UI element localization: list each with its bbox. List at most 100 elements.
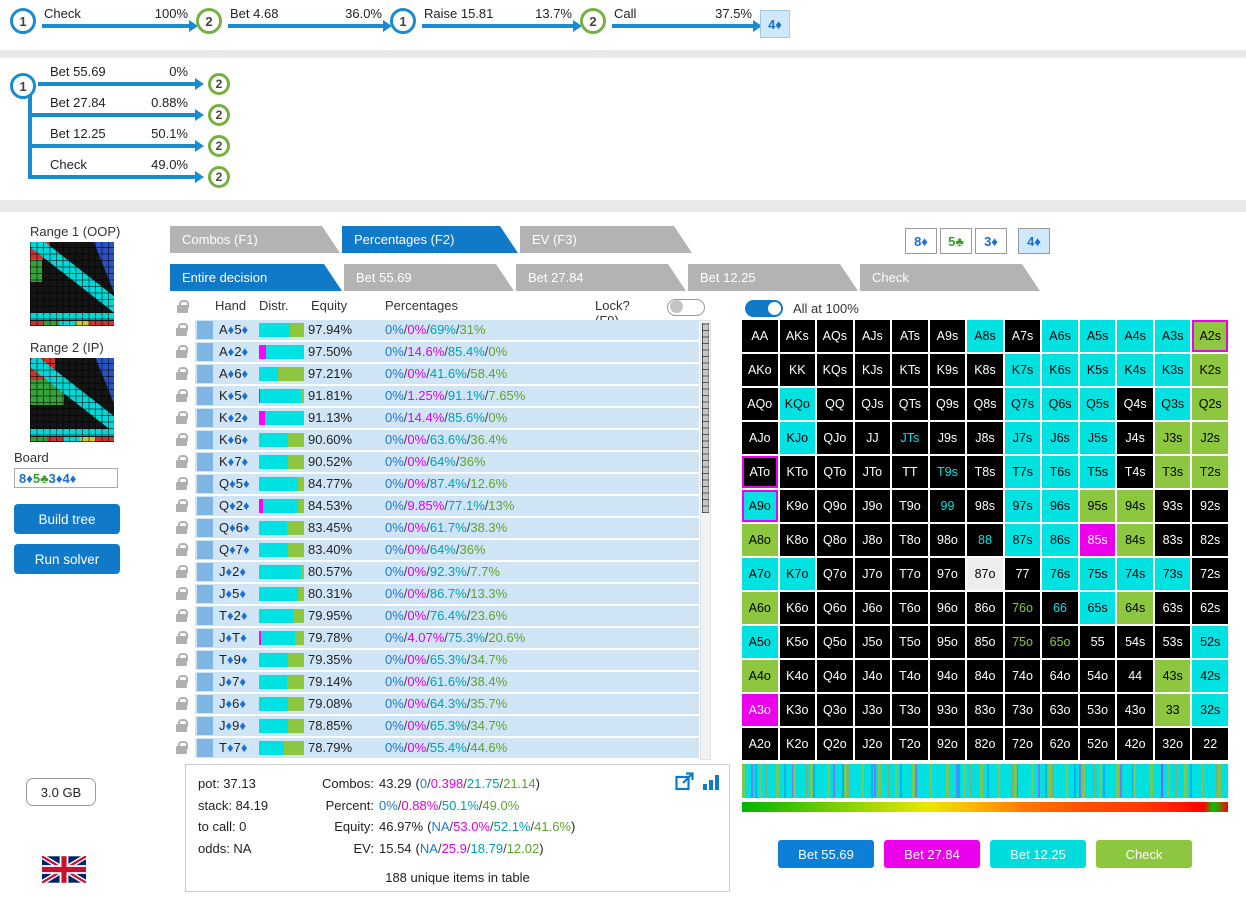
matrix-cell-95s[interactable]: 95s [1079, 490, 1116, 522]
matrix-cell-99[interactable]: 99 [929, 490, 966, 522]
matrix-cell-T9o[interactable]: T9o [892, 490, 928, 522]
matrix-cell-J5s[interactable]: J5s [1079, 422, 1116, 454]
matrix-cell-T8o[interactable]: T8o [892, 524, 928, 556]
table-row[interactable]: J♦2♦ 80.57% 0%/0%/92.3%/7.7% [175, 562, 699, 582]
matrix-cell-64o[interactable]: 64o [1042, 660, 1078, 692]
lock-icon[interactable] [176, 389, 188, 403]
matrix-cell-54o[interactable]: 54o [1079, 660, 1116, 692]
matrix-cell-ATs[interactable]: ATs [892, 320, 928, 352]
all-at-100-toggle[interactable] [745, 300, 783, 317]
matrix-cell-85s[interactable]: 85s [1079, 524, 1116, 556]
matrix-cell-T7s[interactable]: T7s [1004, 456, 1041, 488]
tab-combos[interactable]: Combos (F1) [170, 226, 340, 253]
table-row[interactable]: J♦T♦ 79.78% 0%/4.07%/75.3%/20.6% [175, 628, 699, 648]
matrix-cell-Q7s[interactable]: Q7s [1004, 388, 1041, 420]
lock-icon[interactable] [176, 543, 188, 557]
matrix-cell-J6o[interactable]: J6o [854, 592, 891, 624]
matrix-cell-Q5o[interactable]: Q5o [817, 626, 853, 658]
matrix-cell-55[interactable]: 55 [1079, 626, 1116, 658]
matrix-cell-63o[interactable]: 63o [1042, 694, 1078, 726]
uk-flag-icon[interactable] [40, 854, 88, 888]
action-button-bet-55[interactable]: Bet 55.69 [778, 840, 874, 868]
matrix-cell-87o[interactable]: 87o [967, 558, 1003, 590]
table-row[interactable]: T♦9♦ 79.35% 0%/0%/65.3%/34.7% [175, 650, 699, 670]
matrix-cell-AJs[interactable]: AJs [854, 320, 891, 352]
matrix-cell-84o[interactable]: 84o [967, 660, 1003, 692]
matrix-cell-32s[interactable]: 32s [1192, 694, 1228, 726]
matrix-cell-82s[interactable]: 82s [1192, 524, 1228, 556]
hand-column-header[interactable]: Hand [215, 298, 247, 313]
action-button-bet-12[interactable]: Bet 12.25 [990, 840, 1086, 868]
table-row[interactable]: Q♦5♦ 84.77% 0%/0%/87.4%/12.6% [175, 474, 699, 494]
turn-card-chip[interactable]: 4♦ [760, 10, 790, 38]
matrix-cell-Q7o[interactable]: Q7o [817, 558, 853, 590]
branch-labels[interactable]: Bet 12.25 50.1% [50, 126, 188, 141]
lock-toggle[interactable] [667, 299, 705, 316]
matrix-cell-86o[interactable]: 86o [967, 592, 1003, 624]
matrix-cell-JTs[interactable]: JTs [892, 422, 928, 454]
bar-chart-icon[interactable] [703, 775, 719, 793]
tree-segment[interactable]: Bet 4.68 36.0% [228, 6, 392, 32]
matrix-cell-AKs[interactable]: AKs [779, 320, 816, 352]
matrix-cell-94o[interactable]: 94o [929, 660, 966, 692]
matrix-cell-44[interactable]: 44 [1117, 660, 1153, 692]
matrix-cell-Q6o[interactable]: Q6o [817, 592, 853, 624]
matrix-cell-K4o[interactable]: K4o [779, 660, 816, 692]
run-solver-button[interactable]: Run solver [14, 544, 120, 574]
matrix-cell-54s[interactable]: 54s [1117, 626, 1153, 658]
matrix-cell-73s[interactable]: 73s [1154, 558, 1191, 590]
matrix-cell-TT[interactable]: TT [892, 456, 928, 488]
matrix-cell-K9s[interactable]: K9s [929, 354, 966, 386]
range1-thumbnail[interactable] [30, 242, 114, 326]
branch-labels[interactable]: Bet 27.84 0.88% [50, 95, 188, 110]
lock-icon[interactable] [176, 521, 188, 535]
table-row[interactable]: A♦5♦ 97.94% 0%/0%/69%/31% [175, 320, 699, 340]
matrix-cell-A6o[interactable]: A6o [742, 592, 778, 624]
matrix-cell-K4s[interactable]: K4s [1117, 354, 1153, 386]
lock-icon[interactable] [176, 631, 188, 645]
matrix-cell-Q6s[interactable]: Q6s [1042, 388, 1078, 420]
tree-node-player1[interactable]: 1 [390, 8, 416, 34]
matrix-cell-Q9s[interactable]: Q9s [929, 388, 966, 420]
matrix-cell-96s[interactable]: 96s [1042, 490, 1078, 522]
matrix-cell-KQo[interactable]: KQo [779, 388, 816, 420]
matrix-cell-A5s[interactable]: A5s [1079, 320, 1116, 352]
matrix-cell-AA[interactable]: AA [742, 320, 778, 352]
matrix-cell-J9s[interactable]: J9s [929, 422, 966, 454]
matrix-cell-JJ[interactable]: JJ [854, 422, 891, 454]
tree-segment[interactable]: Raise 15.81 13.7% [422, 6, 582, 32]
matrix-cell-J8s[interactable]: J8s [967, 422, 1003, 454]
scrollbar-thumb[interactable] [702, 323, 709, 513]
board-card-turn[interactable]: 4♦ [1018, 228, 1050, 254]
matrix-cell-52o[interactable]: 52o [1079, 728, 1116, 760]
lock-icon[interactable] [176, 323, 188, 337]
matrix-cell-33[interactable]: 33 [1154, 694, 1191, 726]
lock-icon[interactable] [176, 719, 188, 733]
tab-bet-27[interactable]: Bet 27.84 [516, 264, 686, 291]
matrix-cell-Q9o[interactable]: Q9o [817, 490, 853, 522]
matrix-cell-73o[interactable]: 73o [1004, 694, 1041, 726]
table-row[interactable]: A♦6♦ 97.21% 0%/0%/41.6%/58.4% [175, 364, 699, 384]
matrix-cell-53o[interactable]: 53o [1079, 694, 1116, 726]
matrix-cell-K2o[interactable]: K2o [779, 728, 816, 760]
lock-icon[interactable] [176, 697, 188, 711]
matrix-cell-KTs[interactable]: KTs [892, 354, 928, 386]
matrix-cell-K3o[interactable]: K3o [779, 694, 816, 726]
matrix-cell-87s[interactable]: 87s [1004, 524, 1041, 556]
lock-icon[interactable] [176, 675, 188, 689]
build-tree-button[interactable]: Build tree [14, 504, 120, 534]
matrix-cell-QTo[interactable]: QTo [817, 456, 853, 488]
matrix-cell-K9o[interactable]: K9o [779, 490, 816, 522]
matrix-cell-T2o[interactable]: T2o [892, 728, 928, 760]
matrix-cell-J6s[interactable]: J6s [1042, 422, 1078, 454]
lock-icon[interactable] [176, 587, 188, 601]
matrix-cell-JTo[interactable]: JTo [854, 456, 891, 488]
matrix-cell-K6o[interactable]: K6o [779, 592, 816, 624]
tab-ev[interactable]: EV (F3) [520, 226, 692, 253]
lock-icon[interactable] [176, 455, 188, 469]
matrix-cell-32o[interactable]: 32o [1154, 728, 1191, 760]
matrix-cell-52s[interactable]: 52s [1192, 626, 1228, 658]
matrix-cell-93o[interactable]: 93o [929, 694, 966, 726]
matrix-cell-92o[interactable]: 92o [929, 728, 966, 760]
matrix-cell-ATo[interactable]: ATo [742, 456, 778, 488]
